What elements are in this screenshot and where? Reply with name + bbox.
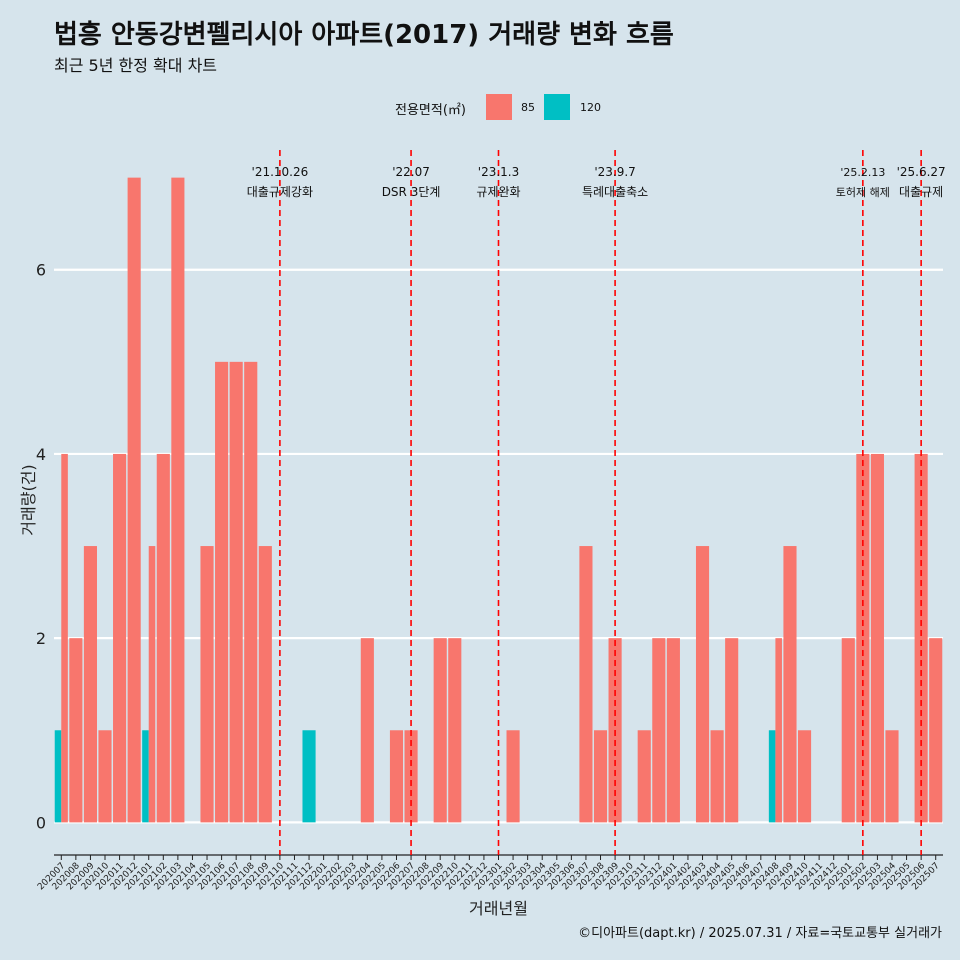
bar-85	[885, 730, 899, 823]
bar-85	[229, 361, 243, 823]
bar-85	[215, 361, 229, 823]
annotation-label: 특례대출축소	[582, 185, 648, 199]
bar-85	[841, 638, 855, 823]
bar-85	[69, 638, 83, 823]
legend-label-85: 85	[521, 101, 535, 114]
annotation-date: '25.2.13	[840, 166, 885, 179]
chart-subtitle: 최근 5년 한정 확대 차트	[54, 56, 218, 75]
bar-85	[870, 453, 884, 823]
bar-85	[448, 638, 462, 823]
bar-85	[666, 638, 680, 823]
bar-85	[433, 638, 447, 823]
annotation-label: 대출규제	[899, 185, 943, 199]
bar-85	[83, 546, 97, 823]
bar-85	[127, 177, 141, 823]
y-tick-label: 4	[36, 445, 46, 464]
bar-85	[200, 546, 214, 823]
bar-85	[914, 453, 928, 823]
bar-85	[506, 730, 520, 823]
bar-85	[244, 361, 258, 823]
chart-title: 법흥 안동강변펠리시아 아파트(2017) 거래량 변화 흐름	[54, 20, 674, 50]
annotation-label: DSR 3단계	[382, 185, 441, 199]
annotation-date: '23.1.3	[478, 165, 519, 179]
bar-85	[695, 546, 710, 823]
y-tick-label: 6	[36, 261, 46, 280]
bar-85	[148, 546, 156, 823]
bar-85	[113, 453, 127, 823]
bar-85	[710, 730, 724, 823]
bar-85	[579, 546, 593, 823]
bar-85	[389, 730, 404, 823]
legend-label-120: 120	[580, 101, 601, 114]
annotation-date: '22.07	[392, 165, 430, 179]
annotation-date: '21.10.26	[252, 165, 309, 179]
bar-85	[61, 453, 68, 823]
bar-85	[725, 638, 739, 823]
bar-85	[360, 638, 374, 823]
bar-85	[171, 177, 185, 823]
bar-85	[404, 730, 418, 823]
legend-key-120	[544, 94, 570, 120]
annotation-label: 대출규제강화	[247, 185, 313, 199]
legend-title: 전용면적(㎡)	[395, 103, 466, 118]
annotation-label: 토허제 해제	[836, 185, 890, 199]
bar-85	[783, 546, 797, 823]
annotation-label: 규제완화	[476, 185, 520, 199]
y-tick-label: 0	[36, 813, 46, 832]
legend: 전용면적(㎡) 85 120	[0, 92, 960, 124]
bar-120	[302, 730, 316, 823]
bar-85	[593, 730, 608, 823]
legend-key-85	[486, 94, 512, 120]
bar-85	[929, 638, 943, 823]
annotation-date: '25.6.27	[897, 165, 946, 179]
caption: ©디아파트(dapt.kr) / 2025.07.31 / 자료=국토교통부 실…	[578, 926, 942, 941]
bar-85	[156, 453, 170, 823]
bar-85	[797, 730, 812, 823]
bar-85	[775, 638, 782, 823]
bar-85	[98, 730, 112, 823]
y-axis-title: 거래량(건)	[19, 464, 38, 535]
bar-85	[856, 453, 870, 823]
bar-120	[768, 730, 776, 823]
bar-85	[652, 638, 666, 823]
bar-85	[637, 730, 651, 823]
bar-120	[142, 730, 149, 823]
bar-85	[258, 546, 272, 823]
bar-120	[54, 730, 62, 823]
x-axis-title: 거래년월	[469, 899, 528, 918]
y-tick-label: 2	[36, 629, 46, 648]
annotation-date: '23.9.7	[594, 165, 635, 179]
